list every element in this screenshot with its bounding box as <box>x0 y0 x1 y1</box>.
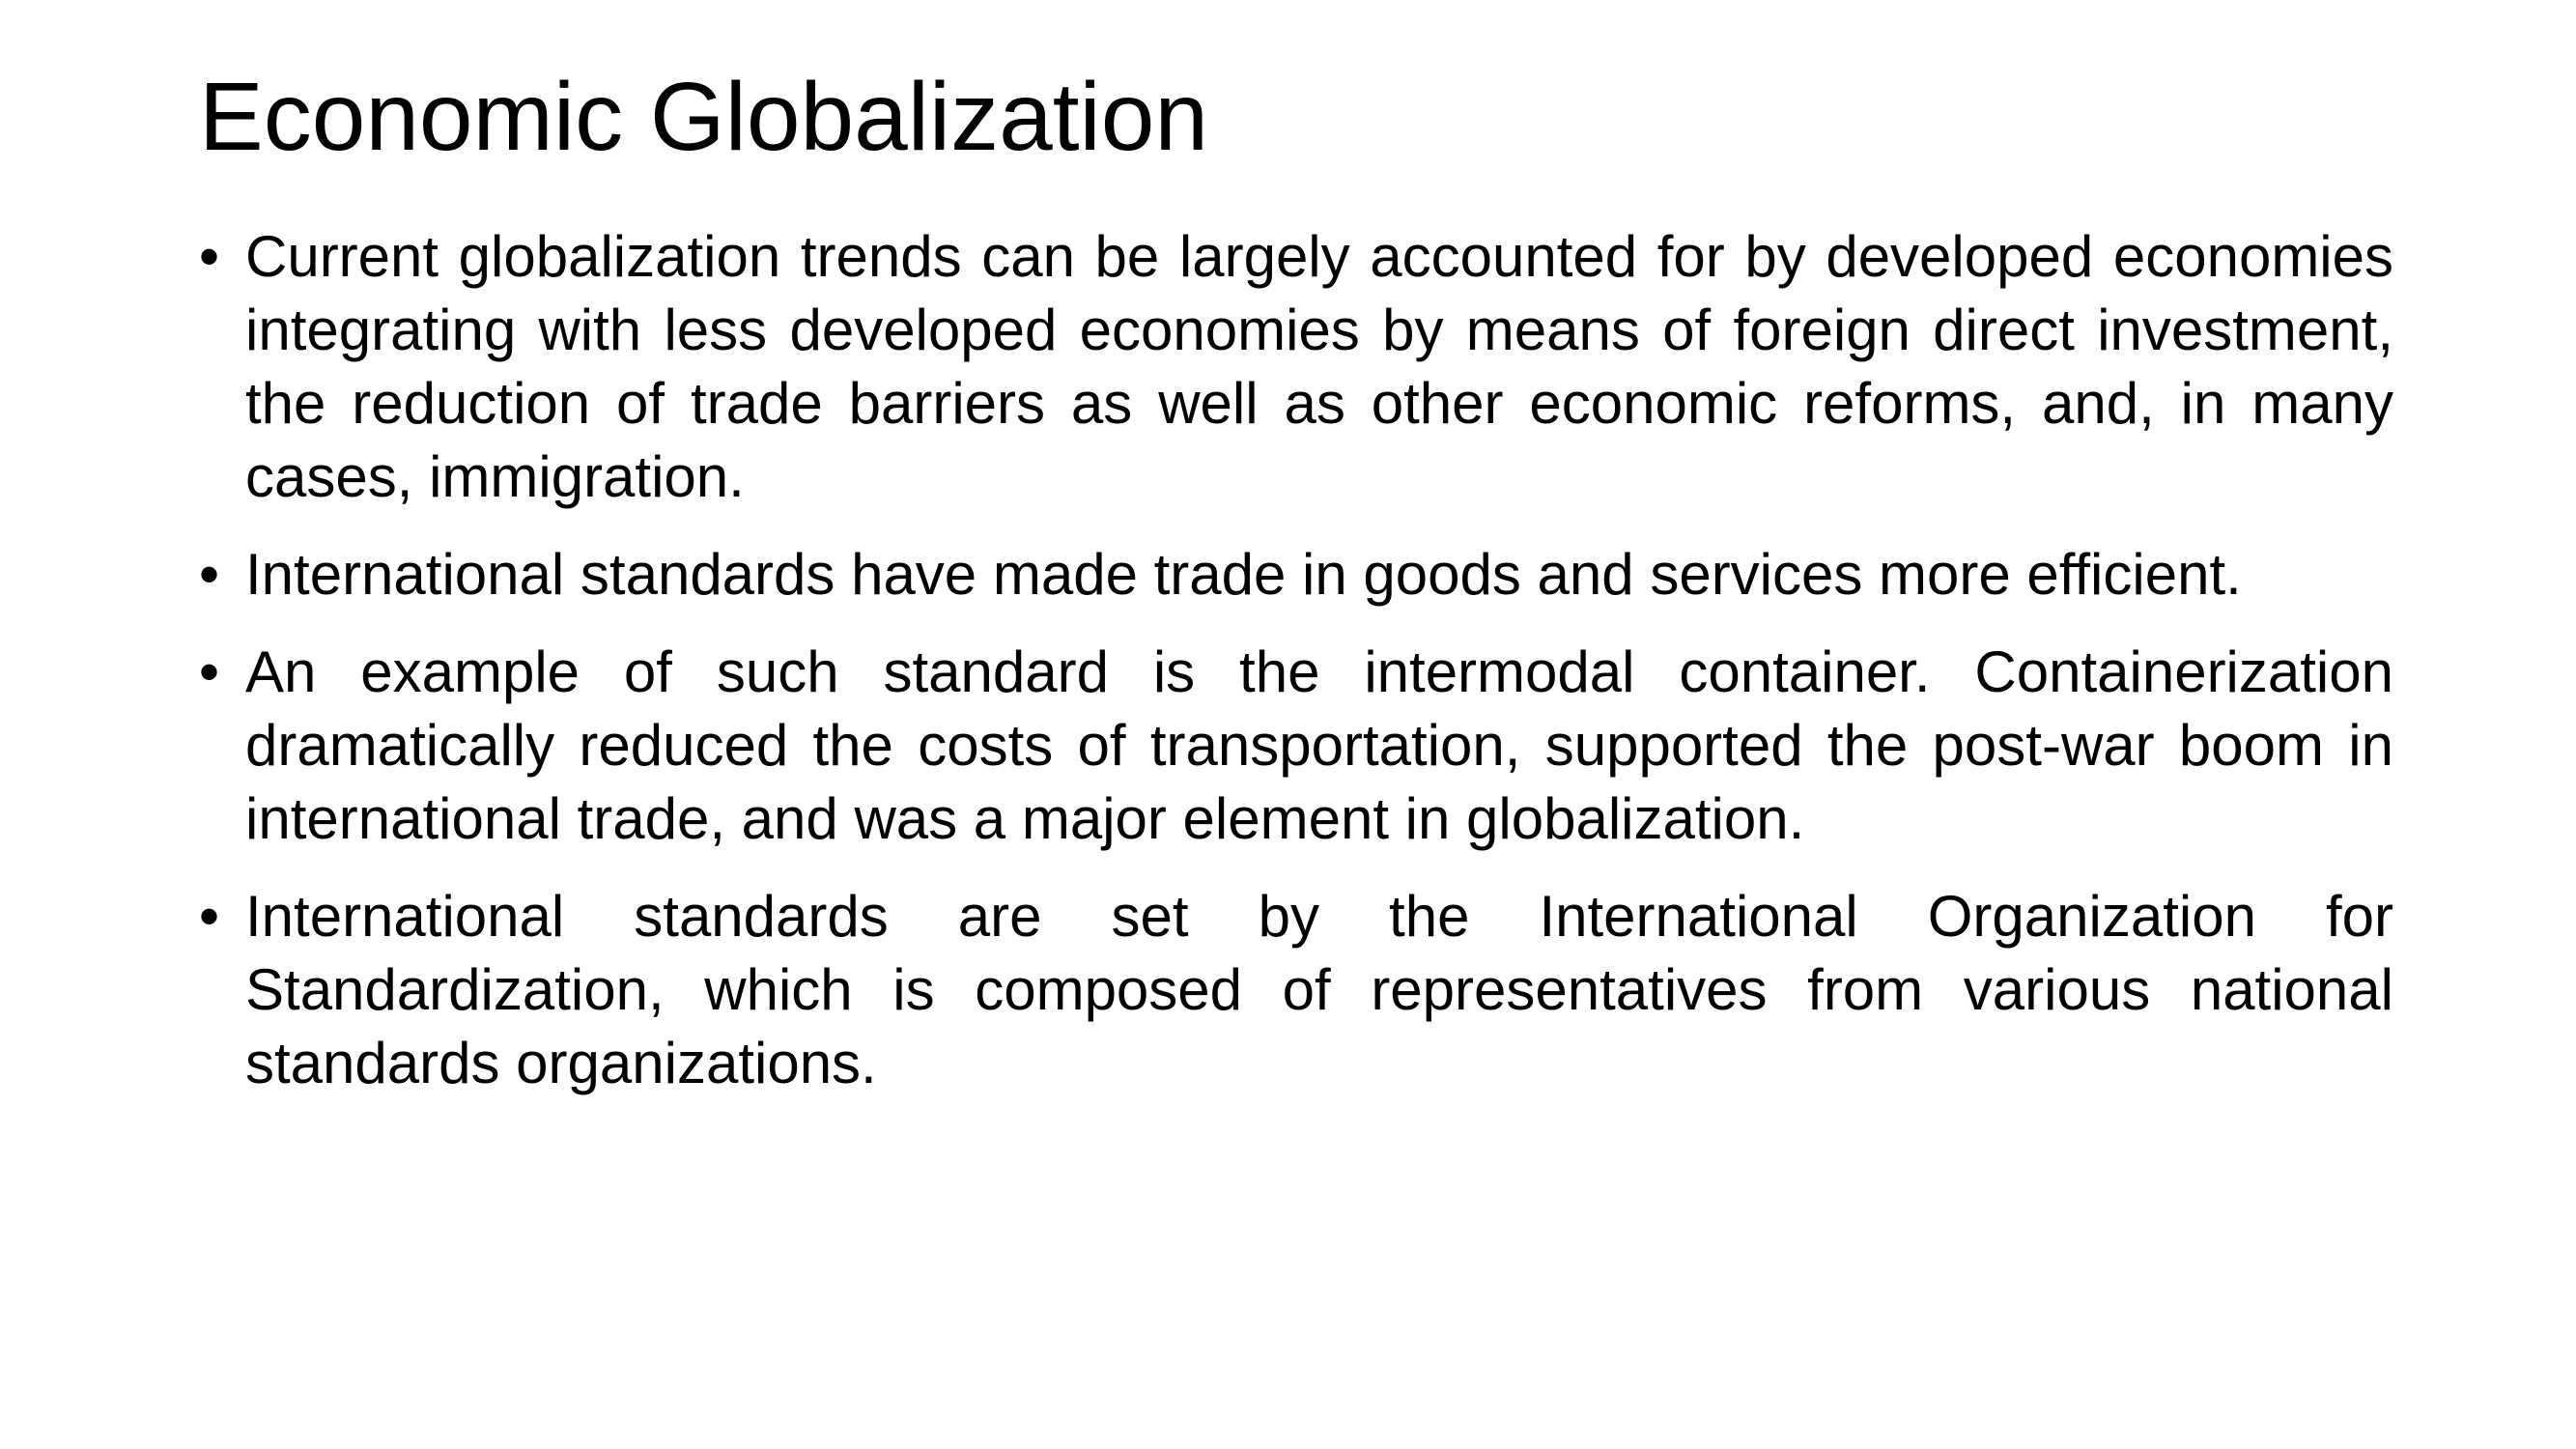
bullet-list: • Current globalization trends can be la… <box>199 220 2393 1124</box>
bullet-item: • Current globalization trends can be la… <box>199 220 2393 514</box>
bullet-item: • International standards are set by the… <box>199 880 2393 1100</box>
bullet-text: An example of such standard is the inter… <box>245 639 2393 851</box>
bullet-text: Current globalization trends can be larg… <box>245 224 2393 509</box>
bullet-icon: • <box>199 224 220 289</box>
bullet-icon: • <box>199 639 220 704</box>
bullet-item: • An example of such standard is the int… <box>199 636 2393 856</box>
bullet-icon: • <box>199 884 220 949</box>
bullet-item: • International standards have made trad… <box>199 538 2393 611</box>
bullet-icon: • <box>199 542 220 607</box>
bullet-text: International standards are set by the I… <box>245 884 2393 1095</box>
slide-title: Economic Globalization <box>199 63 1208 171</box>
bullet-text: International standards have made trade … <box>245 542 2242 607</box>
